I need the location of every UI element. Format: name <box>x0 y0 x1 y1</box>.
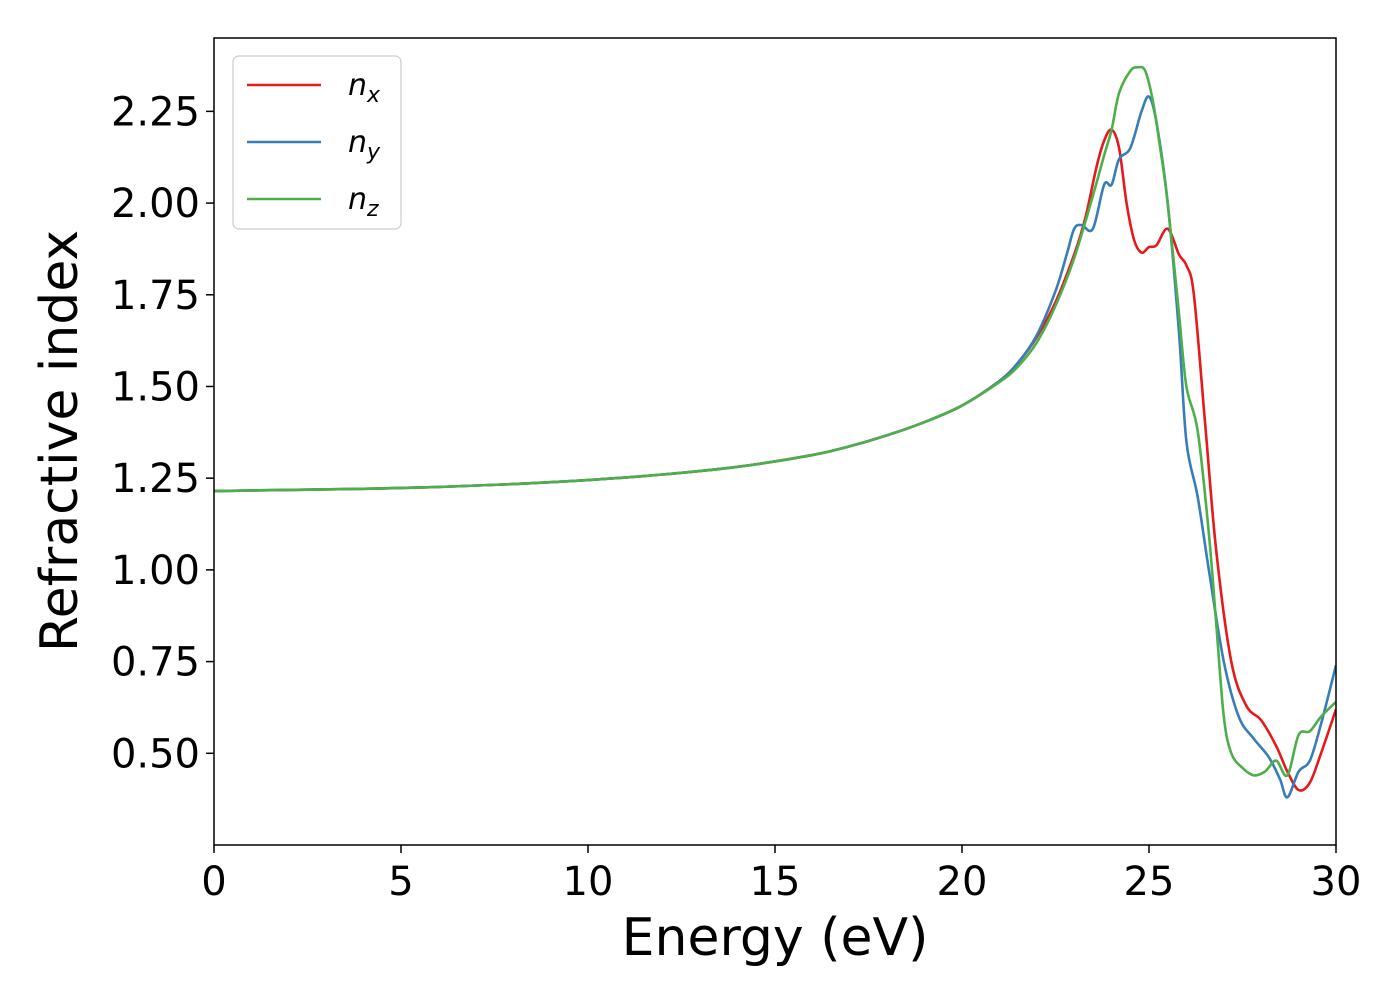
y-tick-label: 1.25 <box>111 456 200 502</box>
series-group <box>214 65 1336 799</box>
y-tick-label: 1.75 <box>111 273 200 319</box>
y-tick-label: 2.25 <box>111 89 200 135</box>
legend-label-n-z: nz <box>348 182 379 222</box>
x-tick-label: 5 <box>388 859 413 905</box>
y-tick-label: 0.75 <box>111 640 200 686</box>
legend: nx ny nz <box>232 55 402 230</box>
x-axis-label: Energy (eV) <box>622 908 929 968</box>
legend-label-n-x: nx <box>348 68 381 108</box>
y-tick-label: 0.50 <box>111 731 200 777</box>
y-axis-ticks: 0.50 0.75 1.00 1.25 1.50 1.75 2.00 2.25 <box>111 89 214 777</box>
legend-label-n-y: ny <box>348 125 381 165</box>
y-tick-label: 1.00 <box>111 548 200 594</box>
x-tick-label: 10 <box>563 859 614 905</box>
series-line-n-z <box>214 65 1336 778</box>
x-tick-label: 0 <box>201 859 226 905</box>
y-tick-label: 2.00 <box>111 181 200 227</box>
x-tick-label: 20 <box>937 859 988 905</box>
x-axis-ticks: 0 5 10 15 20 25 30 <box>201 845 1361 905</box>
y-tick-label: 1.50 <box>111 364 200 410</box>
x-tick-label: 30 <box>1311 859 1362 905</box>
x-tick-label: 15 <box>750 859 801 905</box>
x-tick-label: 25 <box>1124 859 1175 905</box>
y-axis-label: Refractive index <box>30 230 90 652</box>
